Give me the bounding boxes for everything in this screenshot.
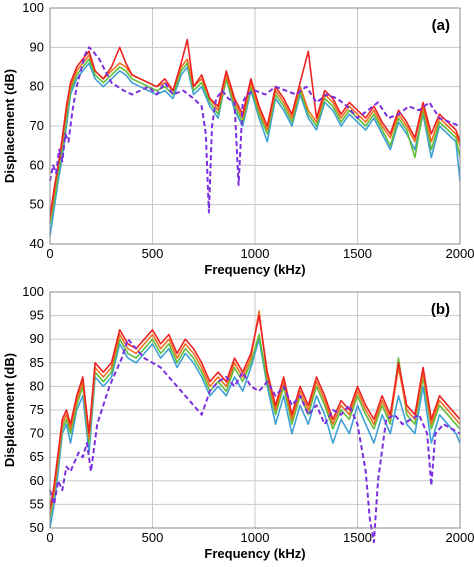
x-tick-label: 1500 [343,246,372,261]
chart-panel-a: 0 500 1000 1500 2000 40 50 60 70 80 90 100 Frequency… [2,0,474,277]
plot-frame [49,7,461,245]
series-line-5 [49,338,461,544]
y-tick-label: 70 [30,426,44,441]
y-tick-label: 65 [30,449,44,464]
x-tick-label: 500 [142,530,164,545]
y-tick-label: 60 [30,473,44,488]
series-line-1 [49,62,461,237]
series-line-2 [49,58,461,225]
series-line-4 [49,314,461,510]
plot-frame [49,291,461,529]
x-tick-label: 2000 [446,246,474,261]
series-line-5 [49,46,461,214]
y-tick-label: 95 [30,308,44,323]
panel-label: (a) [432,17,450,34]
y-axis-label: Displacement (dB) [2,69,17,183]
y-tick-label: 100 [22,284,44,299]
y-tick-label: 80 [30,79,44,94]
y-tick-label: 55 [30,496,44,511]
x-tick-label: 1500 [343,530,372,545]
y-tick-label: 40 [30,236,44,251]
chart-panel-b: 0 500 1000 1500 2000 50 55 60 65 70 75 80 85 90 95 100 F… [2,284,474,561]
y-tick-label: 100 [22,0,44,15]
x-axis-label: Frequency (kHz) [204,262,305,277]
y-axis-label: Displacement (dB) [2,353,17,467]
y-tick-label: 60 [30,157,44,172]
x-axis-label: Frequency (kHz) [204,546,305,561]
series-line-4 [49,38,461,217]
x-tick-label: 0 [46,530,53,545]
x-tick-label: 500 [142,246,164,261]
y-tick-label: 80 [30,378,44,393]
x-tick-label: 1000 [241,246,270,261]
x-tick-label: 0 [46,246,53,261]
y-tick-label: 90 [30,331,44,346]
x-tick-label: 2000 [446,530,474,545]
x-tick-label: 1000 [241,530,270,545]
y-tick-label: 85 [30,355,44,370]
y-tick-label: 70 [30,118,44,133]
y-tick-label: 90 [30,39,44,54]
y-tick-label: 50 [30,520,44,535]
y-tick-label: 75 [30,402,44,417]
panel-label: (b) [431,301,450,318]
y-tick-label: 50 [30,197,44,212]
